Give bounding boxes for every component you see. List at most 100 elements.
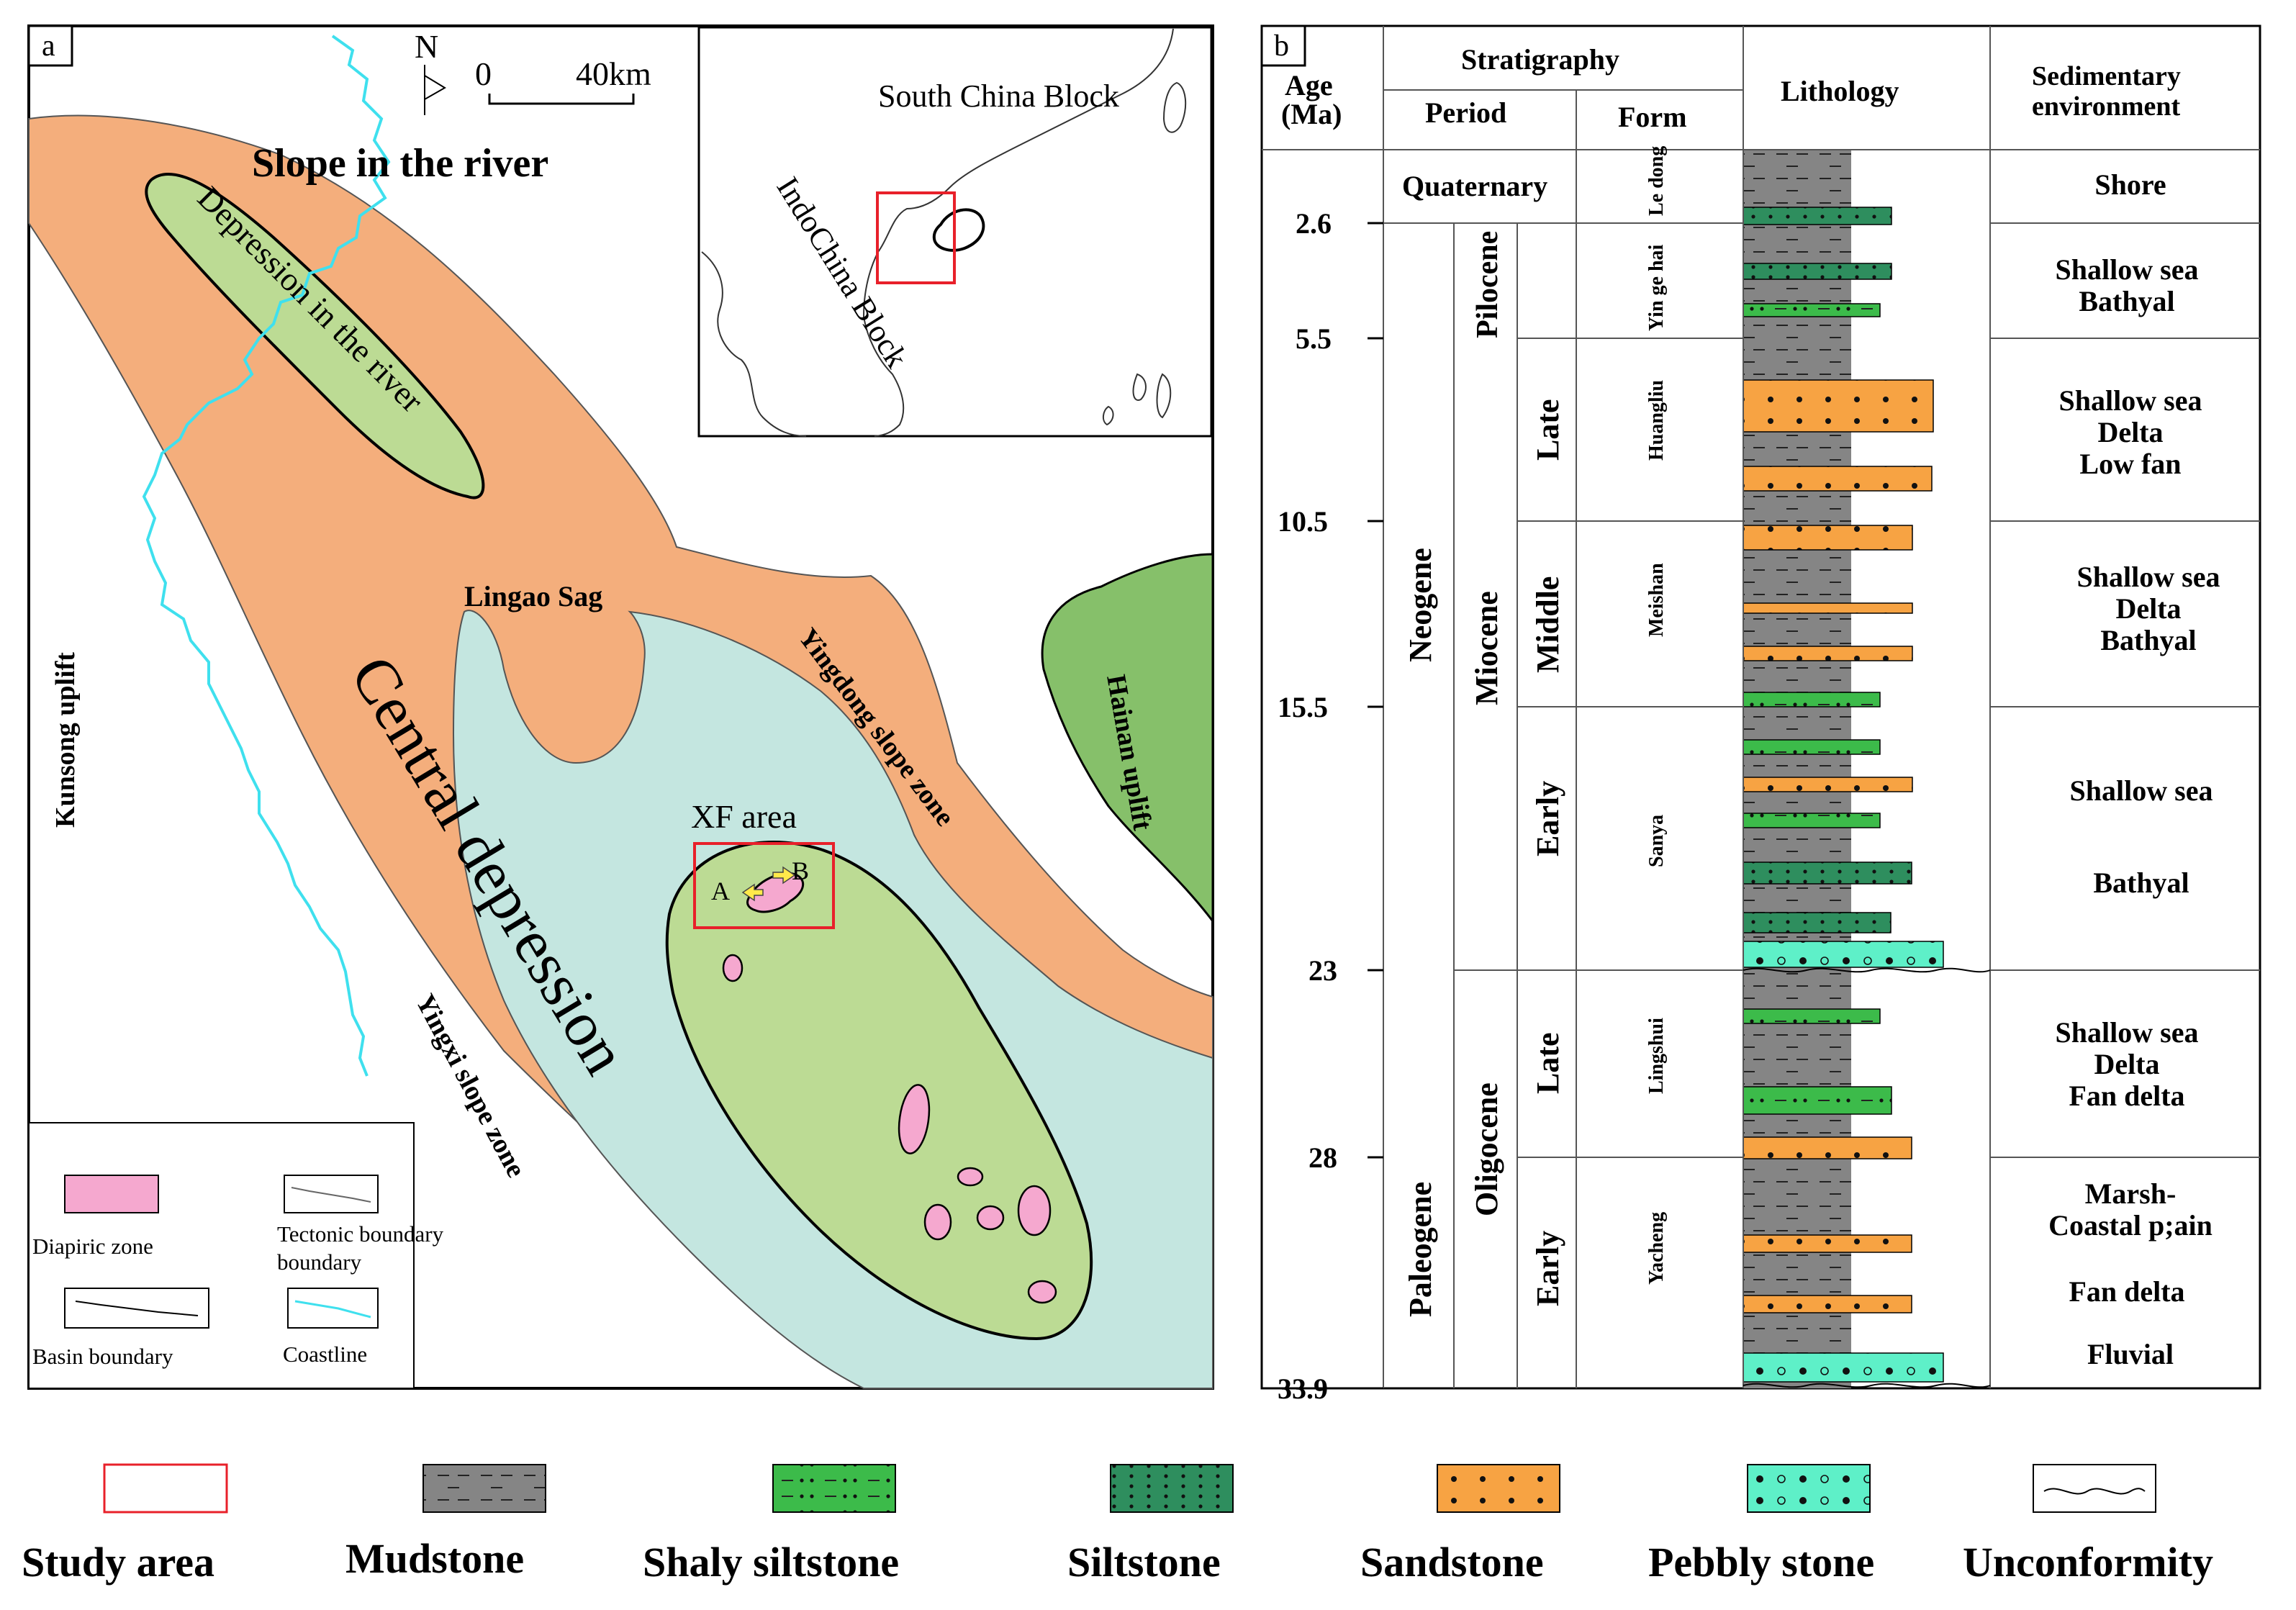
- legend-pebbly: Pebbly stone: [1648, 1539, 1874, 1586]
- formation-label: Le dong: [1645, 146, 1668, 216]
- environment-label: Coastal p;ain: [2048, 1209, 2213, 1242]
- shaly-bed: [1743, 303, 1881, 317]
- sandstone-swatch: [1437, 1464, 1560, 1513]
- inset-hainan: [932, 208, 985, 252]
- shaly-bed: [1743, 692, 1881, 707]
- period-quaternary: Quaternary: [1402, 170, 1547, 202]
- legend-unconformity: Unconformity: [1963, 1539, 2213, 1586]
- shaly-bed: [1743, 1008, 1881, 1024]
- environment-label: Shallow sea: [2077, 561, 2220, 593]
- sand-bed: [1743, 602, 1913, 614]
- sand-bed: [1743, 525, 1913, 551]
- inset-frame: [697, 26, 1213, 438]
- age-label: 15.5: [1278, 691, 1328, 723]
- diapir-small-6: [1017, 1185, 1052, 1236]
- formation-label: Sanya: [1645, 815, 1668, 867]
- diapir-small-2: [898, 1084, 931, 1154]
- panel-b: b: [1260, 24, 2261, 1405]
- panel-a-label-box: [27, 24, 73, 67]
- environment-label: Fan delta: [2069, 1080, 2184, 1112]
- period-miocene: Miocene: [1469, 591, 1504, 705]
- environment-label: Shallow sea: [2059, 384, 2202, 417]
- study-area-box: [693, 842, 835, 929]
- inset-coast: [862, 28, 1174, 437]
- header-age-1: Age: [1285, 69, 1333, 101]
- formation-label: Yacheng: [1645, 1212, 1668, 1285]
- formation-label: Meishan: [1645, 563, 1668, 637]
- silt-bed: [1743, 861, 1912, 885]
- scale-km: 40km: [576, 55, 651, 92]
- formation-label: Lingshui: [1645, 1018, 1668, 1094]
- period-neogene: Neogene: [1403, 548, 1438, 662]
- environment-label: Bathyal: [2100, 624, 2196, 656]
- shaly-bed: [1743, 739, 1881, 755]
- diapiric-swatch: [64, 1175, 159, 1213]
- north-arrow-icon: [424, 65, 446, 115]
- shaly-bed: [1743, 813, 1881, 828]
- age-label: 2.6: [1296, 207, 1332, 240]
- diapir-small-7: [1027, 1280, 1057, 1304]
- diapir-small-4: [923, 1203, 952, 1241]
- mudstone-swatch: [422, 1464, 546, 1513]
- epoch-middle-miocene: Middle: [1530, 576, 1565, 673]
- table-grid: [1262, 26, 2260, 1388]
- age-labels: 2.6 5.5 10.5 15.5 23 28 33.9: [1278, 207, 1337, 1405]
- age-label: 5.5: [1296, 322, 1332, 355]
- map-legend-frame: [28, 1122, 415, 1389]
- scale-bar: [488, 94, 635, 105]
- sand-bed: [1743, 777, 1913, 792]
- diapir-small-3: [957, 1167, 984, 1187]
- bottom-legend: Study area Mudstone Shaly siltstone Silt…: [22, 1463, 2213, 1586]
- environment-label: Marsh-: [2085, 1177, 2177, 1210]
- legend-tectonic-label-2: boundary: [277, 1249, 362, 1275]
- environment-label: Shore: [2094, 168, 2166, 201]
- age-label: 33.9: [1278, 1372, 1328, 1405]
- mudstone-body: [1743, 150, 1851, 1388]
- siltstone-swatch: [1110, 1464, 1234, 1513]
- formation-label: Huangliu: [1645, 380, 1668, 461]
- legend-sandstone: Sandstone: [1360, 1539, 1544, 1586]
- legend-siltstone: Siltstone: [1067, 1539, 1221, 1586]
- pebble-bed: [1743, 1352, 1944, 1383]
- panel-a: Diapiric zone Tectonic boundary boundary…: [27, 24, 1214, 1390]
- formations: Le dong Yin ge hai Huangliu Meishan Sanya Lin…: [1645, 146, 1668, 1285]
- environment-label: Delta: [2094, 1048, 2159, 1080]
- xf-area-label: XF area: [691, 798, 797, 835]
- environment-label: Shallow sea: [2056, 253, 2199, 286]
- sand-bed: [1743, 1295, 1912, 1313]
- point-b-label: B: [792, 856, 809, 885]
- north-label: N: [415, 28, 438, 65]
- depression-river-area: [145, 173, 485, 499]
- header-environment-1: Sedimentary: [2032, 61, 2181, 91]
- sand-bed: [1743, 379, 1934, 433]
- pebble-bed: [1743, 941, 1944, 968]
- header-lithology: Lithology: [1781, 75, 1899, 107]
- scale-zero: 0: [475, 55, 492, 92]
- environment-label: Delta: [2097, 416, 2163, 448]
- study-area-swatch: [103, 1463, 228, 1514]
- formation-label: Yin ge hai: [1645, 244, 1668, 331]
- header-form: Form: [1618, 101, 1687, 133]
- legend-mudstone: Mudstone: [345, 1535, 524, 1582]
- diapir-small-5: [976, 1205, 1005, 1231]
- legend-basin-label: Basin boundary: [32, 1344, 173, 1369]
- shaly-siltstone-swatch: [772, 1464, 896, 1513]
- epoch-early-oligocene: Early: [1530, 1231, 1565, 1306]
- kunsong-label: Kunsong uplift: [50, 652, 81, 828]
- panel-b-label-box: [1260, 24, 1306, 67]
- environment-label: Bathyal: [2079, 285, 2174, 317]
- lithology-column: [1743, 150, 1944, 1388]
- panel-b-label: b: [1274, 30, 1289, 63]
- age-label: 23: [1309, 954, 1337, 987]
- period-paleogene: Paleogene: [1403, 1182, 1438, 1317]
- legend-study-area: Study area: [22, 1539, 214, 1586]
- inset-indochina-coast: [701, 251, 807, 437]
- silt-bed: [1743, 912, 1892, 933]
- lingao-label: Lingao Sag: [464, 580, 602, 612]
- silt-bed: [1743, 207, 1892, 225]
- diapir-small-1: [722, 954, 744, 982]
- environment-label: Bathyal: [2093, 867, 2189, 899]
- age-label: 10.5: [1278, 505, 1328, 538]
- pebbly-swatch: [1747, 1464, 1871, 1513]
